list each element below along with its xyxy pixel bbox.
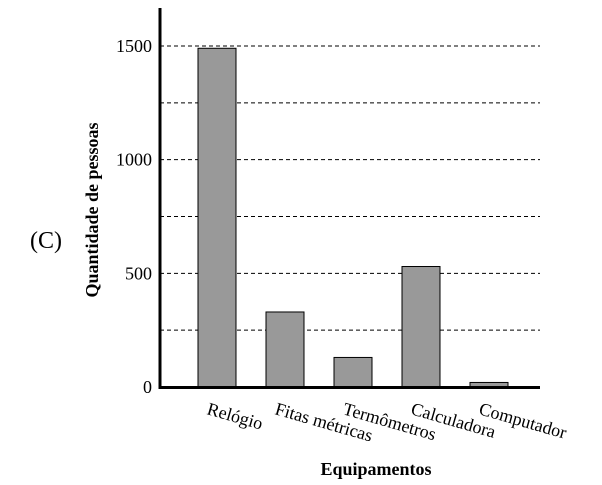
axes	[158, 8, 540, 389]
y-tick-label-1000: 1000	[116, 150, 152, 170]
panel-label: (C)	[30, 228, 62, 254]
bar-relogio	[197, 47, 237, 388]
bars	[197, 47, 509, 388]
x-axis-title: Equipamentos	[320, 459, 431, 479]
y-axis-title: Quantidade de pessoas	[82, 122, 102, 297]
x-category-labels: Relógio Fitas métricasTermômetrosCalculad…	[205, 399, 569, 446]
bar-termometros	[333, 356, 373, 388]
y-tick-label-0: 0	[143, 377, 152, 397]
bar-calculadora	[401, 266, 441, 388]
y-tick-label-500: 500	[125, 263, 152, 283]
x-tick-label-relogio: Relógio	[205, 399, 265, 434]
bar-fitas-metricas	[265, 311, 305, 388]
y-tick-labels: 0 500 1000 1500	[116, 36, 152, 397]
y-tick-label-1500: 1500	[116, 36, 152, 56]
